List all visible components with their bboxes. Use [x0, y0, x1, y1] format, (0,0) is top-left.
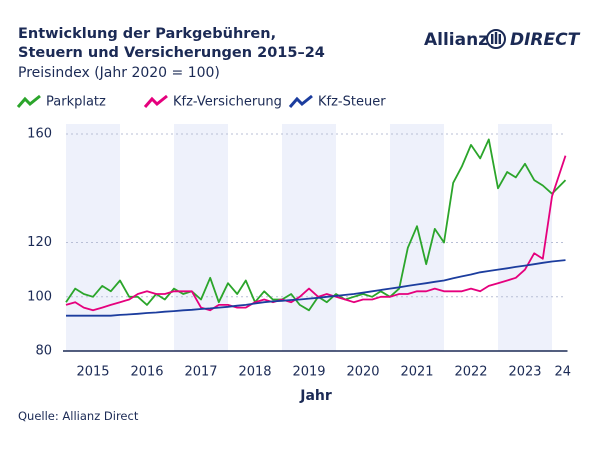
year-band	[390, 124, 444, 351]
year-bands	[66, 124, 552, 351]
x-axis-label: Jahr	[299, 388, 332, 404]
year-band	[282, 124, 336, 351]
chart-title-line2: Steuern und Versicherungen 2015–24	[18, 45, 325, 61]
x-tick-label: 2021	[400, 365, 433, 380]
x-tick-label: 2015	[76, 365, 109, 380]
legend-item: Parkplatz	[16, 94, 106, 110]
y-tick-label: 80	[35, 344, 52, 359]
legend-swatch	[288, 94, 313, 108]
legend-label: Kfz-Steuer	[318, 95, 386, 110]
year-band	[66, 124, 120, 351]
source: Quelle: Allianz Direct	[18, 409, 139, 423]
y-tick-label: 100	[27, 289, 52, 304]
year-band	[174, 124, 228, 351]
x-tick-label: 24	[555, 365, 572, 380]
chart-title: Entwicklung der Parkgebühren,	[18, 26, 276, 42]
chart-subtitle: Preisindex (Jahr 2020 = 100)	[18, 65, 220, 81]
x-tick-label: 2022	[454, 365, 487, 380]
year-band	[498, 124, 552, 351]
series-line	[65, 138, 567, 312]
series-line	[65, 155, 567, 312]
x-tick-label: 2019	[292, 365, 325, 380]
brand: Allianz	[424, 30, 488, 50]
brand-icon	[486, 29, 506, 49]
legend-swatch	[16, 94, 41, 108]
y-tick-label: 120	[27, 235, 52, 250]
series-line	[66, 259, 566, 317]
x-tick-label: 2023	[508, 365, 541, 380]
x-tick-label: 2017	[184, 365, 217, 380]
legend-swatch	[143, 94, 168, 108]
x-tick-label: 2016	[130, 365, 163, 380]
legend-item: Kfz-Steuer	[288, 94, 386, 110]
legend-label: Kfz-Versicherung	[173, 95, 282, 110]
legend-label: Parkplatz	[46, 95, 106, 110]
brand-suffix: DIRECT	[510, 30, 581, 50]
x-tick-label: 2018	[238, 365, 271, 380]
legend-item: Kfz-Versicherung	[143, 94, 282, 110]
y-tick-label: 160	[27, 127, 52, 142]
x-tick-label: 2020	[346, 365, 379, 380]
